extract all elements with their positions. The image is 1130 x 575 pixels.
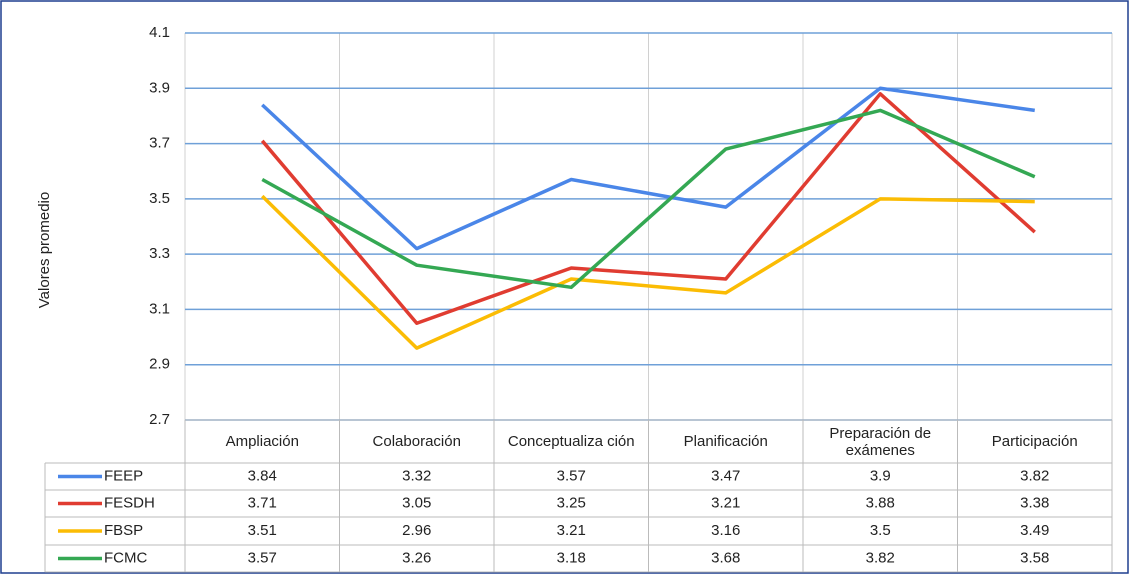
y-tick-label: 3.5 [149, 190, 170, 207]
legend-label: FBSP [104, 522, 143, 539]
y-tick-label: 3.7 [149, 135, 170, 152]
legend-label: FESDH [104, 494, 155, 511]
x-tick-label: Ampliación [225, 433, 299, 450]
table-value: 3.5 [870, 522, 891, 539]
x-tick-label: Conceptualiza ción [507, 433, 635, 450]
y-tick-label: 4.1 [149, 24, 170, 41]
table-value: 2.96 [402, 522, 431, 539]
table-value: 3.84 [248, 467, 277, 484]
table-value: 3.25 [557, 494, 586, 511]
x-tick-label: Planificación [683, 433, 768, 450]
y-tick-label: 3.3 [149, 245, 170, 262]
y-tick-label: 3.9 [149, 79, 170, 96]
table-value: 3.57 [557, 467, 586, 484]
table-value: 3.58 [1020, 549, 1049, 566]
x-tick-label: Participación [991, 433, 1078, 450]
table-value: 3.21 [711, 494, 740, 511]
series-line [261, 194, 1035, 350]
table-value: 3.05 [402, 494, 431, 511]
x-tick-label: Colaboración [372, 433, 461, 450]
table-value: 3.68 [711, 549, 740, 566]
table-value: 3.88 [866, 494, 895, 511]
table-value: 3.47 [711, 467, 740, 484]
legend-label: FEEP [104, 467, 143, 484]
table-value: 3.82 [1020, 467, 1049, 484]
table-value: 3.51 [248, 522, 277, 539]
table-value: 3.26 [402, 549, 431, 566]
table-value: 3.21 [557, 522, 586, 539]
table-value: 3.9 [870, 467, 891, 484]
y-axis-title: Valores promedio [36, 192, 53, 308]
table-value: 3.82 [866, 549, 895, 566]
table-value: 3.49 [1020, 522, 1049, 539]
x-tick-label: Preparación de exámenes [829, 424, 932, 459]
y-tick-label: 2.9 [149, 356, 170, 373]
table-value: 3.18 [557, 549, 586, 566]
y-tick-label: 3.1 [149, 300, 170, 317]
table-value: 3.16 [711, 522, 740, 539]
table-value: 3.38 [1020, 494, 1049, 511]
legend-label: FCMC [104, 549, 147, 566]
table-value: 3.71 [248, 494, 277, 511]
table-value: 3.57 [248, 549, 277, 566]
series-line [261, 86, 1035, 251]
table-value: 3.32 [402, 467, 431, 484]
series-line [261, 108, 1036, 290]
series-line [260, 92, 1036, 325]
y-tick-label: 2.7 [149, 411, 170, 428]
